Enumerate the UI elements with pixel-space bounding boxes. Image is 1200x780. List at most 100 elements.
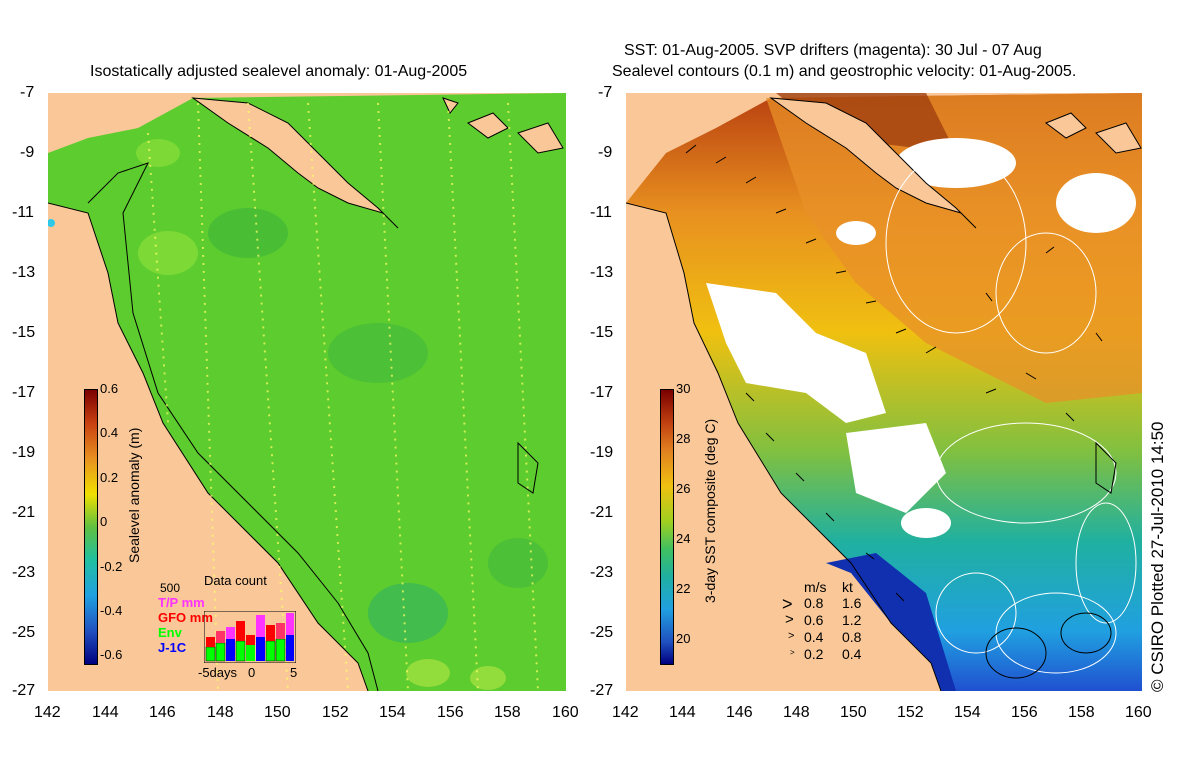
velocity-row-kt: 0.8 [842, 629, 862, 645]
lon-tick: 154 [954, 704, 981, 721]
lat-tick: -15 [12, 324, 36, 341]
lat-tick: -7 [598, 84, 613, 101]
sst-colorbar-ticks: 30 28 26 24 22 20 [676, 381, 716, 671]
coastline [625, 202, 942, 692]
anomaly-patch [406, 659, 450, 687]
lon-tick: 146 [726, 704, 753, 721]
lon-tick: 156 [437, 704, 464, 721]
sst-warm-region [766, 93, 1142, 403]
lat-tick: -27 [12, 682, 36, 699]
lat-tick: -17 [590, 384, 614, 401]
velocity-arrow-icon: > [788, 630, 795, 642]
cb-tick: 24 [676, 531, 691, 546]
left-panel-title: Isostatically adjusted sealevel anomaly:… [90, 63, 468, 80]
sealevel-colorbar-ticks: 0.6 0.4 0.2 0 -0.2 -0.4 -0.6 [100, 381, 140, 671]
lat-tick: -23 [12, 564, 36, 581]
papua-new-guinea-coast [769, 97, 977, 229]
lat-tick: -11 [590, 204, 612, 221]
lon-tick: 144 [92, 704, 119, 721]
island [442, 97, 459, 114]
lon-tick: 158 [1068, 704, 1095, 721]
cloud-gaps [706, 138, 1136, 538]
velocity-row-ms: 0.8 [804, 595, 824, 611]
cb-tick: -0.2 [100, 559, 123, 574]
velocity-legend-header-ms: m/s [804, 579, 827, 595]
anomaly-patch [136, 139, 180, 167]
anomaly-patch [328, 323, 428, 383]
anomaly-patch [208, 208, 288, 258]
cb-tick: 28 [676, 431, 691, 446]
lon-tick: 150 [264, 704, 291, 721]
lon-tick: 142 [34, 704, 61, 721]
sst-colorbar [660, 389, 674, 665]
lat-tick: -27 [590, 682, 614, 699]
lon-tick: 158 [494, 704, 521, 721]
island [517, 122, 564, 154]
left-lon-axis: 142 144 146 148 150 152 154 156 158 160 [34, 704, 594, 728]
lat-tick: -17 [12, 384, 36, 401]
velocity-row-ms: 0.6 [804, 612, 824, 628]
data-count-bars [204, 611, 296, 663]
velocity-arrow-icon: > [782, 594, 793, 614]
right-panel-title-line1: SST: 01-Aug-2005. SVP drifters (magenta)… [624, 42, 1042, 59]
right-panel-title-line2: Sealevel contours (0.1 m) and geostrophi… [612, 63, 1077, 80]
lon-tick: 146 [149, 704, 176, 721]
velocity-arrow-icon: > [790, 648, 795, 657]
island [1095, 122, 1142, 154]
velocity-row-kt: 1.2 [842, 612, 862, 628]
lon-tick: 152 [897, 704, 924, 721]
right-lat-axis: -7 -9 -11 -13 -15 -17 -19 -21 -23 -25 -2… [586, 84, 626, 704]
anomaly-patch [488, 538, 548, 588]
data-count-xaxis-mid: 0 [248, 665, 256, 680]
lat-tick: -11 [12, 204, 34, 221]
shelf-contour [87, 162, 379, 692]
lon-tick: 150 [840, 704, 867, 721]
cb-tick: -0.4 [100, 603, 123, 618]
lat-tick: -25 [590, 624, 614, 641]
cb-tick: 26 [676, 481, 691, 496]
data-count-xaxis-start: -5days [198, 665, 238, 680]
sst-map: 30 28 26 24 22 20 3-day SST composite (d… [625, 93, 1142, 692]
legend-env: Env [158, 625, 182, 640]
lon-tick: 156 [1011, 704, 1038, 721]
velocity-row-kt: 0.4 [842, 646, 862, 662]
lat-tick: -13 [590, 264, 614, 281]
coast-marker [47, 219, 55, 227]
velocity-row-ms: 0.4 [804, 629, 824, 645]
cb-tick: 22 [676, 581, 691, 596]
cb-tick: 0.4 [100, 425, 119, 440]
velocity-arrow-icon: > [785, 611, 794, 628]
lat-tick: -15 [590, 324, 614, 341]
legend-j1c: J-1C [158, 640, 187, 655]
lat-tick: -19 [590, 444, 614, 461]
cb-tick: 20 [676, 631, 691, 646]
sst-cold-region [826, 553, 956, 691]
dark-contours [985, 441, 1117, 679]
papua-new-guinea-coast [191, 97, 399, 229]
lat-tick: -9 [20, 144, 35, 161]
velocity-row-kt: 1.6 [842, 595, 862, 611]
lat-tick: -23 [590, 564, 614, 581]
cb-tick: -0.6 [100, 647, 123, 662]
sst-colorbar-label: 3-day SST composite (deg C) [702, 418, 718, 603]
right-lon-axis: 142 144 146 148 150 152 154 156 158 160 [612, 704, 1172, 728]
left-lat-axis: -7 -9 -11 -13 -15 -17 -19 -21 -23 -25 -2… [6, 84, 46, 704]
legend-tp: T/P mm [158, 595, 205, 610]
anomaly-patch [138, 231, 198, 275]
cb-tick: 0.6 [100, 381, 119, 396]
sealevel-anomaly-map: 0.6 0.4 0.2 0 -0.2 -0.4 -0.6 Sealevel an… [47, 93, 566, 692]
data-count-scale: 500 [160, 581, 181, 595]
bars [205, 613, 294, 662]
lon-tick: 144 [669, 704, 696, 721]
lat-tick: -25 [12, 624, 36, 641]
velocity-row-ms: 0.2 [804, 646, 824, 662]
anomaly-patch [470, 666, 506, 690]
lat-tick: -21 [12, 504, 36, 521]
lon-tick: 160 [552, 704, 579, 721]
sealevel-anomaly-map-svg [47, 93, 566, 692]
cb-tick: 0 [100, 514, 108, 529]
data-count-inset: Data count 500 T/P mm GFO mm Env J-1C [156, 573, 297, 683]
lat-tick: -7 [20, 84, 35, 101]
sst-map-svg [625, 93, 1142, 692]
sealevel-contours [885, 152, 1137, 674]
